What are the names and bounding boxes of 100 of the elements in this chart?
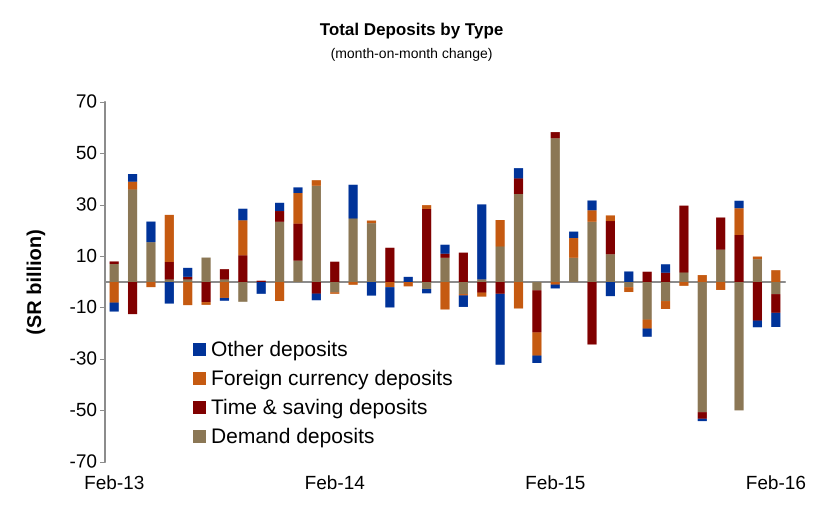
x-tick-label: Feb-14 bbox=[304, 473, 366, 494]
bar bbox=[679, 282, 689, 286]
bar bbox=[642, 328, 652, 337]
bar bbox=[201, 282, 211, 302]
bar bbox=[256, 282, 266, 294]
bar bbox=[110, 261, 119, 264]
legend-label: Foreign currency deposits bbox=[211, 367, 453, 390]
bar bbox=[606, 254, 615, 282]
bar bbox=[532, 290, 542, 332]
legend-label: Demand deposits bbox=[211, 425, 374, 448]
bar bbox=[422, 205, 432, 209]
y-tick-label: -50 bbox=[70, 400, 97, 422]
bar bbox=[110, 264, 119, 282]
bar bbox=[716, 282, 726, 290]
bar bbox=[164, 214, 174, 262]
bar bbox=[348, 282, 358, 285]
y-tick-label: 30 bbox=[76, 194, 97, 216]
bar bbox=[716, 250, 726, 282]
bar bbox=[734, 234, 744, 282]
bar bbox=[587, 222, 597, 282]
bar bbox=[569, 232, 578, 238]
bar bbox=[477, 204, 486, 280]
bar bbox=[183, 268, 192, 277]
bar bbox=[238, 282, 248, 302]
bar bbox=[275, 211, 284, 222]
bar bbox=[220, 269, 230, 280]
bar bbox=[385, 248, 394, 282]
bar bbox=[164, 262, 174, 280]
bar bbox=[458, 282, 468, 294]
bar bbox=[716, 217, 726, 250]
bar bbox=[514, 194, 524, 282]
bar bbox=[477, 292, 486, 297]
bar bbox=[752, 259, 762, 282]
bar bbox=[146, 222, 156, 242]
bar bbox=[660, 272, 670, 282]
bar bbox=[293, 260, 303, 282]
x-tick-label: Feb-13 bbox=[84, 473, 144, 494]
bar bbox=[220, 282, 230, 298]
bar bbox=[587, 200, 597, 210]
bar bbox=[550, 282, 560, 285]
bar bbox=[514, 178, 524, 194]
bar bbox=[348, 184, 358, 218]
x-tick-label: Feb-15 bbox=[525, 473, 586, 494]
bar bbox=[366, 282, 376, 296]
y-axis-title: (SR billion) bbox=[24, 229, 46, 335]
bar bbox=[293, 187, 303, 194]
bar bbox=[440, 282, 450, 310]
bar bbox=[698, 275, 707, 282]
bar bbox=[477, 279, 486, 282]
bar bbox=[550, 138, 560, 282]
bar bbox=[238, 255, 248, 282]
y-tick-label: 50 bbox=[76, 142, 97, 164]
y-tick-label: -70 bbox=[70, 452, 97, 472]
bar bbox=[698, 282, 707, 412]
bar bbox=[606, 215, 615, 222]
bar bbox=[734, 208, 744, 235]
bar bbox=[660, 282, 670, 302]
bar bbox=[642, 282, 652, 320]
bar bbox=[550, 132, 560, 138]
bar bbox=[752, 256, 762, 260]
bar bbox=[366, 220, 376, 224]
bar bbox=[514, 168, 524, 178]
bar bbox=[404, 276, 413, 282]
bar bbox=[514, 282, 524, 308]
bar bbox=[458, 252, 468, 282]
bar bbox=[679, 272, 689, 282]
bar bbox=[496, 246, 505, 282]
y-tick-label: -30 bbox=[70, 348, 97, 370]
bar bbox=[606, 221, 615, 254]
bar bbox=[348, 218, 358, 282]
bar bbox=[330, 262, 340, 282]
bar bbox=[110, 282, 119, 303]
bar bbox=[771, 270, 780, 282]
bar bbox=[330, 282, 340, 292]
bar bbox=[238, 208, 248, 220]
bar bbox=[587, 282, 597, 344]
bar bbox=[660, 301, 670, 309]
bar bbox=[293, 193, 303, 224]
bar bbox=[496, 294, 505, 365]
bar bbox=[404, 282, 413, 286]
bar bbox=[532, 356, 542, 363]
bar bbox=[385, 287, 394, 308]
bar bbox=[422, 208, 432, 282]
bar bbox=[128, 282, 138, 314]
bar bbox=[532, 282, 542, 290]
bar bbox=[275, 282, 284, 302]
legend-label: Time & saving deposits bbox=[211, 396, 428, 419]
bar bbox=[220, 279, 230, 282]
bar bbox=[385, 282, 394, 288]
bar bbox=[771, 282, 780, 294]
chart-title: Total Deposits by Type bbox=[320, 20, 504, 39]
bar bbox=[624, 282, 634, 288]
bar bbox=[569, 238, 578, 258]
bar bbox=[164, 282, 174, 304]
bar bbox=[734, 200, 744, 208]
bar bbox=[183, 282, 192, 306]
bar bbox=[624, 287, 634, 292]
bar bbox=[183, 276, 192, 280]
bar bbox=[532, 332, 542, 356]
bar bbox=[220, 298, 230, 301]
